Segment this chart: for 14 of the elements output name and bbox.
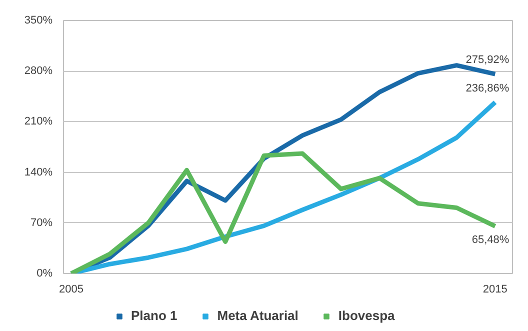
legend-label: Ibovespa bbox=[338, 308, 395, 323]
data-label: 275,92% bbox=[466, 54, 510, 66]
y-tick-label: 0% bbox=[36, 268, 53, 280]
y-tick-label: 210% bbox=[24, 116, 53, 128]
x-tick-label: 2005 bbox=[58, 284, 84, 296]
legend-label: Meta Atuarial bbox=[217, 308, 298, 323]
y-tick-label: 140% bbox=[24, 166, 53, 178]
legend-label: Plano 1 bbox=[131, 308, 178, 323]
data-label: 236,86% bbox=[466, 82, 510, 94]
x-tick-label: 2015 bbox=[482, 284, 508, 296]
y-tick-label: 280% bbox=[24, 65, 53, 78]
data-label: 65,48% bbox=[472, 234, 510, 246]
y-tick-label: 70% bbox=[30, 216, 53, 229]
y-tick-label: 350% bbox=[24, 14, 53, 26]
